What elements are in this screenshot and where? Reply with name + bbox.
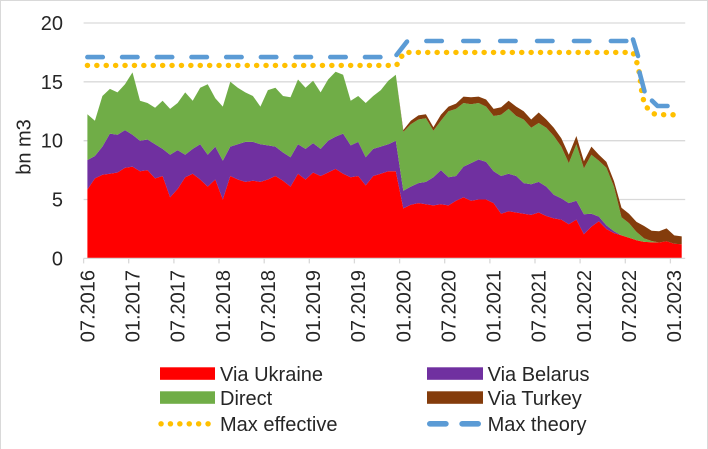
svg-text:01.2018: 01.2018 <box>213 270 235 342</box>
svg-text:Via Turkey: Via Turkey <box>488 388 582 410</box>
svg-text:Max effective: Max effective <box>220 414 337 436</box>
svg-text:5: 5 <box>52 190 63 212</box>
svg-text:01.2017: 01.2017 <box>123 270 145 342</box>
svg-text:0: 0 <box>52 248 63 270</box>
svg-text:Direct: Direct <box>220 388 273 410</box>
svg-text:01.2021: 01.2021 <box>484 270 506 342</box>
svg-text:01.2022: 01.2022 <box>574 270 596 342</box>
svg-text:07.2016: 07.2016 <box>77 270 99 342</box>
svg-text:Via Ukraine: Via Ukraine <box>220 364 323 386</box>
svg-text:07.2018: 07.2018 <box>258 270 280 342</box>
svg-text:07.2020: 07.2020 <box>439 270 461 342</box>
svg-text:Via Belarus: Via Belarus <box>488 364 590 386</box>
svg-text:01.2023: 01.2023 <box>664 270 686 342</box>
svg-text:01.2020: 01.2020 <box>393 270 415 342</box>
svg-text:10: 10 <box>41 131 63 153</box>
svg-text:01.2019: 01.2019 <box>303 270 325 342</box>
svg-text:07.2022: 07.2022 <box>619 270 641 342</box>
svg-text:07.2021: 07.2021 <box>529 270 551 342</box>
svg-text:07.2017: 07.2017 <box>168 270 190 342</box>
svg-text:Max theory: Max theory <box>488 414 587 436</box>
svg-text:15: 15 <box>41 72 63 94</box>
svg-text:07.2019: 07.2019 <box>348 270 370 342</box>
svg-text:bn m3: bn m3 <box>14 119 36 175</box>
svg-text:20: 20 <box>41 13 63 35</box>
